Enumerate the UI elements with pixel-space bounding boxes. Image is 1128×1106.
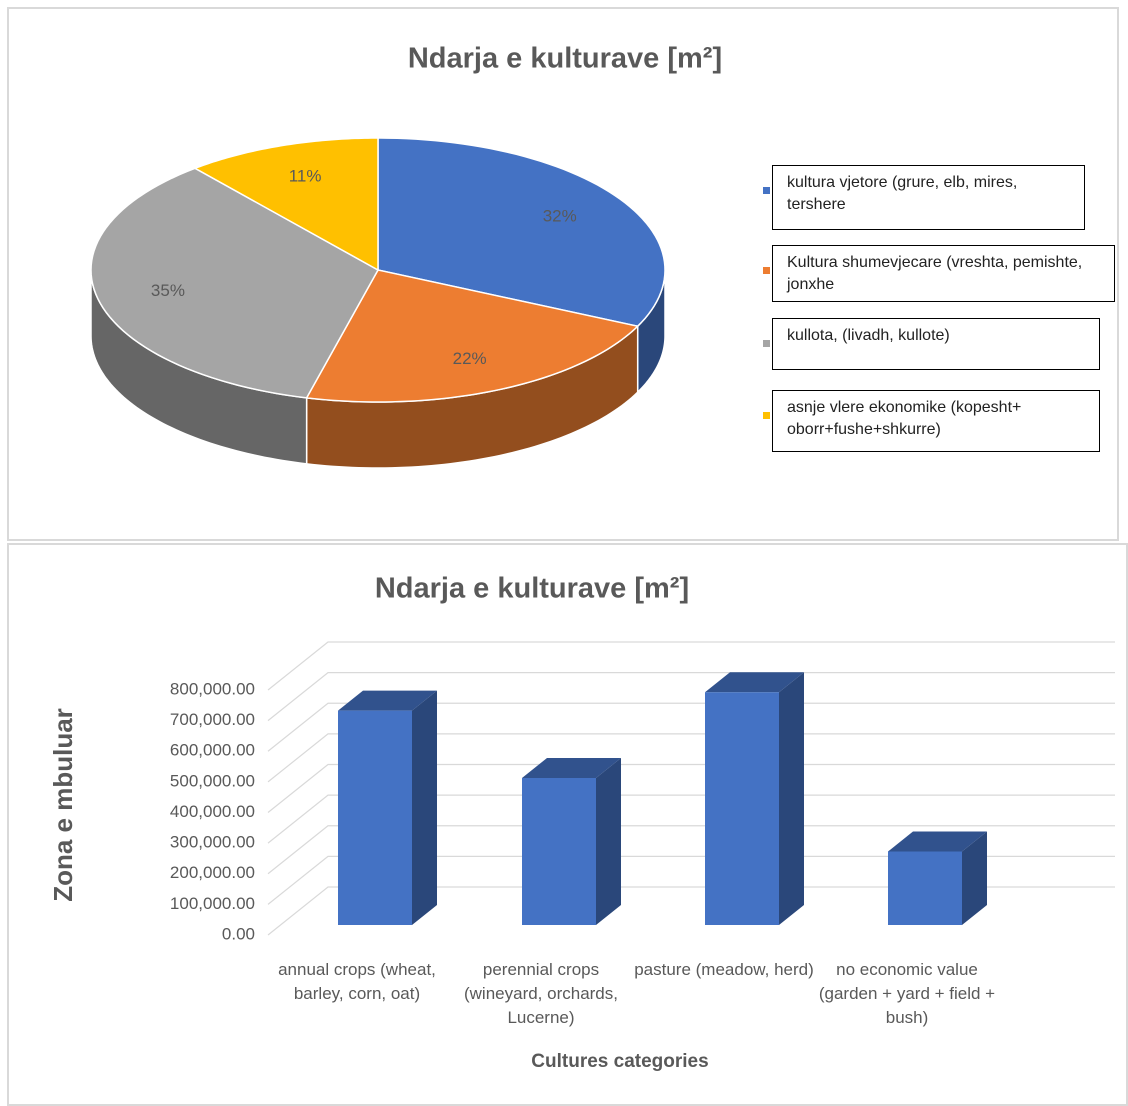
grid-line <box>267 886 1115 936</box>
legend-entry: Kultura shumevjecare (vreshta, pemishte,… <box>772 245 1115 302</box>
bar-side <box>779 672 804 925</box>
bar-top <box>522 758 621 778</box>
grid-line <box>267 733 1115 783</box>
y-tick-label: 200,000.00 <box>170 863 255 882</box>
x-tick-label: pasture (meadow, herd) <box>634 960 814 979</box>
grid-line <box>267 641 1115 691</box>
legend-marker <box>763 267 770 274</box>
bar-top <box>888 831 987 852</box>
grid-line <box>267 825 1115 875</box>
bar-top <box>338 690 437 711</box>
data-label: 22% <box>453 349 487 368</box>
y-tick-label: 700,000.00 <box>170 710 255 729</box>
grid-line <box>267 763 1115 813</box>
grid-line <box>267 672 1115 722</box>
y-tick-label: 800,000.00 <box>170 679 255 698</box>
y-tick-label: 300,000.00 <box>170 833 255 852</box>
pie-slice <box>193 137 379 272</box>
bar-side <box>962 831 987 925</box>
grid-line <box>267 702 1115 752</box>
x-tick-label: no economic value (garden + yard + field… <box>818 960 996 1027</box>
grid-line <box>267 794 1115 844</box>
bar <box>522 778 596 925</box>
legend-marker <box>763 187 770 194</box>
data-label: 11% <box>289 166 322 185</box>
legend-entry: asnje vlere ekonomike (kopesht+ oborr+fu… <box>772 390 1100 452</box>
grid-line <box>267 855 1115 905</box>
y-tick-label: 100,000.00 <box>170 894 255 913</box>
pie-slice <box>90 167 380 399</box>
y-tick-label: 500,000.00 <box>170 771 255 790</box>
bar-side <box>596 758 621 925</box>
bar-panel <box>7 543 1128 1106</box>
y-axis-label: Zona e mbuluar <box>48 708 78 902</box>
legend-marker <box>763 412 770 419</box>
bar <box>705 692 779 925</box>
pie-slice <box>305 269 640 403</box>
bar <box>888 851 962 925</box>
data-label: 35% <box>151 281 185 300</box>
y-tick-label: 400,000.00 <box>170 802 255 821</box>
pie-panel <box>7 7 1119 541</box>
x-tick-label: annual crops (wheat, barley, corn, oat) <box>278 960 436 1003</box>
data-label: 32% <box>543 206 577 225</box>
bar <box>338 710 412 925</box>
x-tick-label: perennial crops (wineyard, orchards, Luc… <box>463 960 618 1027</box>
pie-slice <box>377 137 666 328</box>
legend-entry: kultura vjetore (grure, elb, mires, ters… <box>772 165 1085 230</box>
legend-marker <box>763 340 770 347</box>
chart-title: Ndarja e kulturave [m²] <box>375 573 689 605</box>
bar-top <box>705 672 804 693</box>
legend-entry: kullota, (livadh, kullote) <box>772 318 1100 370</box>
x-axis-label: Cultures categories <box>531 1051 708 1072</box>
y-tick-label: 600,000.00 <box>170 741 255 760</box>
y-tick-label: 0.00 <box>222 924 255 943</box>
chart-title: Ndarja e kulturave [m²] <box>408 43 722 75</box>
bar-side <box>412 690 437 925</box>
